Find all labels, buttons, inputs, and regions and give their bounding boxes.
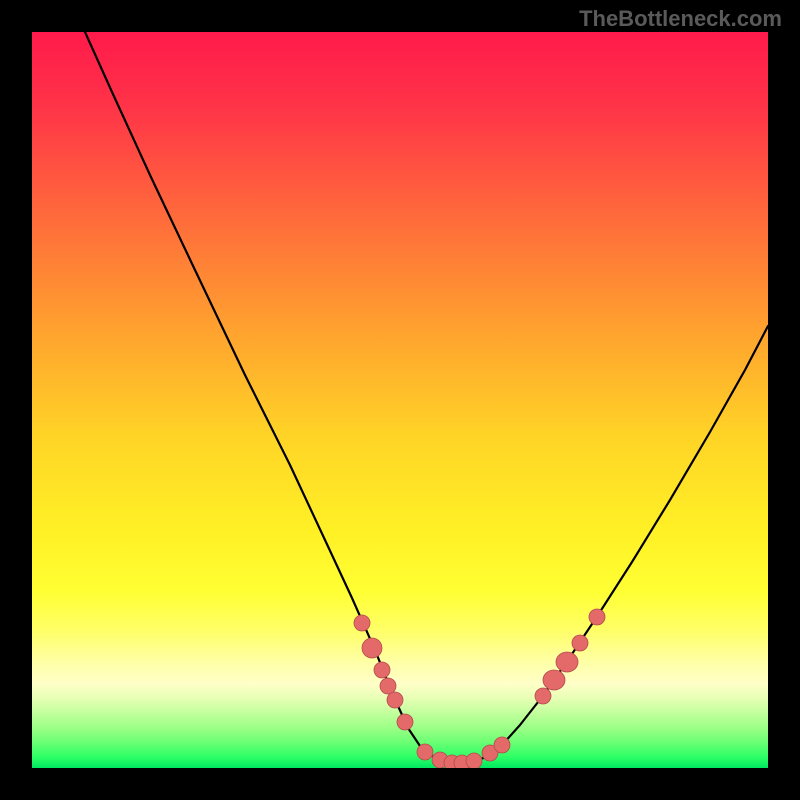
marker-dot [397,714,413,730]
marker-dot [362,638,382,658]
marker-dot [543,670,565,690]
marker-dot [572,635,588,651]
marker-dot [466,753,482,769]
marker-dot [380,678,396,694]
watermark-text: TheBottleneck.com [579,6,782,32]
marker-dot [494,737,510,753]
marker-dot [535,688,551,704]
plot-background [32,32,768,768]
marker-dot [556,652,578,672]
marker-dot [374,662,390,678]
marker-dot [354,615,370,631]
marker-dot [417,744,433,760]
marker-dot [387,692,403,708]
chart-frame: TheBottleneck.com [0,0,800,800]
marker-dot [589,609,605,625]
chart-svg [0,0,800,800]
